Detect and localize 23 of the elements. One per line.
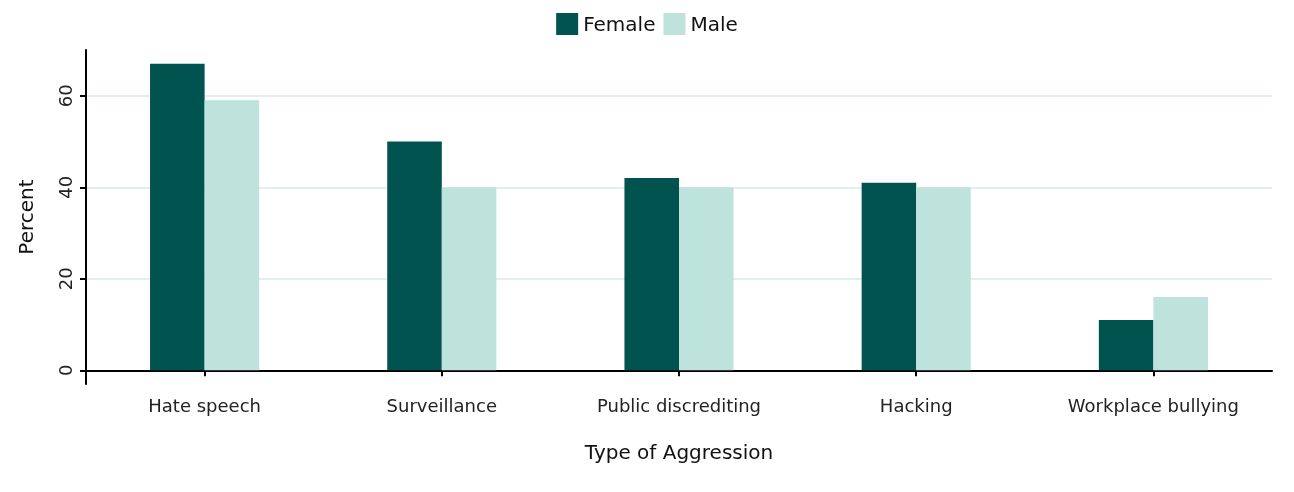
x-axis-title: Type of Aggression [583,440,774,464]
y-tick-label: 0 [54,364,76,376]
x-tick-label: Hate speech [148,394,261,416]
bar [624,178,679,371]
x-tick-label: Surveillance [386,394,497,416]
x-tick-label: Workplace bullying [1067,394,1239,416]
bar [387,141,442,371]
x-tick-label: Public discrediting [596,394,762,416]
bar [1098,319,1154,371]
bar [441,187,497,371]
y-tick-label: 60 [54,84,76,108]
bar [1153,297,1208,371]
legend-label: Female [583,12,656,36]
bar [916,187,971,371]
y-axis-title: Percent [14,179,38,255]
bar [861,182,917,371]
legend-label: Male [690,12,738,36]
x-tick-label: Hacking [879,394,953,416]
y-tick-label: 40 [54,175,76,199]
bar [204,100,260,371]
bar [679,187,734,371]
bar [150,63,205,371]
y-tick-label: 20 [54,267,76,291]
